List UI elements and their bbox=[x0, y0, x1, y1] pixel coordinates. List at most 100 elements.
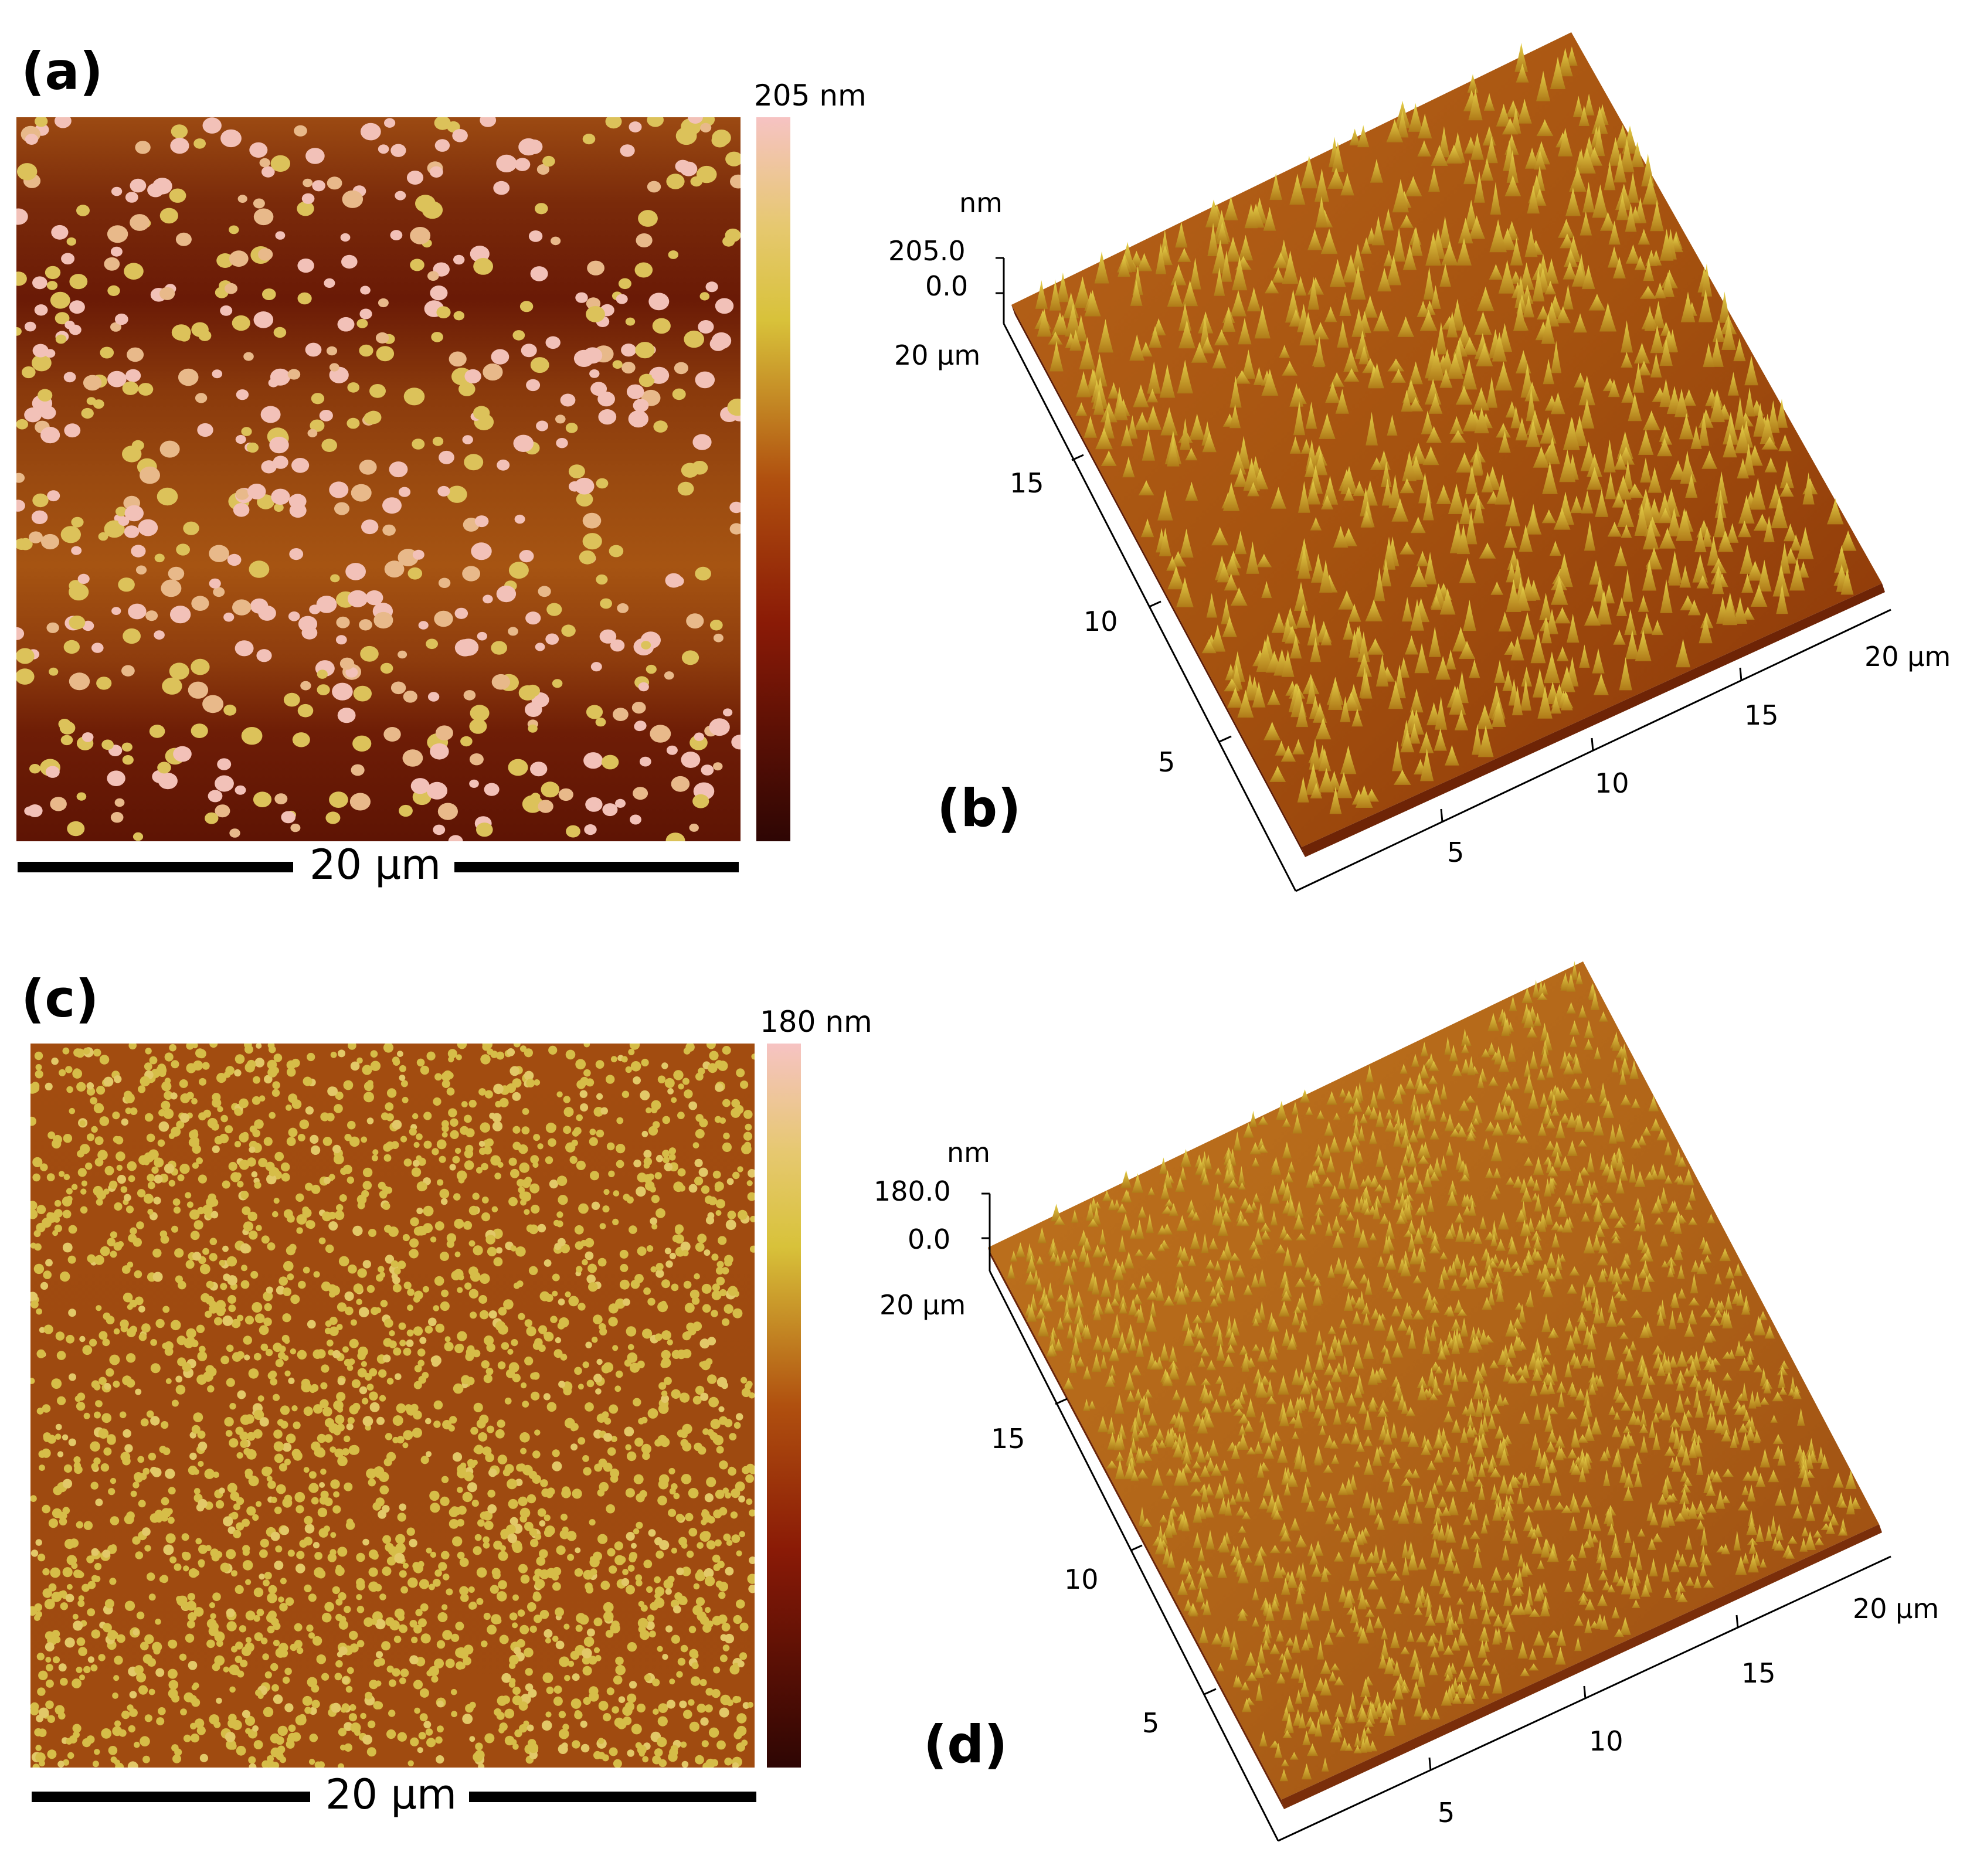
particle-a bbox=[275, 231, 286, 240]
particle-a bbox=[261, 460, 277, 474]
particle-a bbox=[111, 607, 121, 615]
particle-a bbox=[246, 442, 259, 453]
particle-a bbox=[50, 797, 67, 811]
particle-a bbox=[118, 516, 130, 526]
particle-a bbox=[695, 371, 715, 389]
particle-a bbox=[583, 752, 603, 769]
particle-a bbox=[324, 278, 335, 288]
particle-layer-c bbox=[30, 1044, 755, 1768]
particle-a bbox=[600, 598, 612, 609]
particle-a bbox=[521, 344, 537, 358]
particle-c bbox=[641, 1058, 649, 1067]
particle-a bbox=[101, 739, 114, 750]
particle-c bbox=[42, 1588, 52, 1598]
particle-a bbox=[426, 638, 438, 650]
particle-a bbox=[235, 640, 254, 657]
particle-a bbox=[432, 436, 444, 446]
particle-a bbox=[434, 139, 450, 152]
particle-a bbox=[38, 389, 53, 402]
particle-a bbox=[448, 835, 463, 841]
particle-a bbox=[664, 671, 674, 680]
particle-a bbox=[288, 611, 300, 621]
particle-a bbox=[536, 420, 549, 431]
particle-a bbox=[130, 178, 147, 193]
particle-a bbox=[508, 627, 518, 636]
particle-a bbox=[613, 708, 629, 721]
particle-a bbox=[597, 391, 615, 407]
surface-plot-d: nm 180.0 0.0 20 µm 15 10 5 5 10 15 20 µm bbox=[874, 961, 1939, 1842]
particle-a bbox=[633, 787, 648, 800]
particle-a bbox=[365, 590, 383, 606]
particle-a bbox=[430, 286, 448, 301]
particle-a bbox=[271, 488, 290, 505]
particle-a bbox=[453, 311, 465, 321]
particle-a bbox=[123, 628, 141, 644]
particle-a bbox=[514, 514, 525, 524]
particle-a bbox=[483, 594, 493, 604]
particle-a bbox=[183, 521, 199, 535]
particle-a bbox=[590, 382, 607, 396]
particle-a bbox=[634, 722, 646, 732]
particle-a bbox=[46, 622, 59, 633]
particle-a bbox=[55, 312, 70, 325]
particle-a bbox=[698, 320, 714, 334]
particle-a bbox=[311, 393, 325, 405]
particle-a bbox=[193, 138, 206, 149]
afm-height-map-c bbox=[30, 1044, 755, 1768]
particle-a bbox=[98, 532, 108, 541]
particle-c bbox=[270, 1497, 277, 1503]
particle-a bbox=[25, 134, 38, 145]
particle-a bbox=[403, 388, 425, 406]
particle-a bbox=[672, 388, 686, 400]
particle-a bbox=[635, 342, 655, 359]
particle-a bbox=[176, 543, 190, 556]
particle-a bbox=[339, 657, 355, 670]
particle-a bbox=[294, 125, 307, 137]
particle-a bbox=[60, 735, 73, 746]
particle-a bbox=[260, 406, 281, 423]
z-unit-b: nm bbox=[959, 187, 1003, 219]
particle-a bbox=[496, 154, 517, 172]
particle-a bbox=[729, 501, 741, 514]
particle-a bbox=[376, 346, 395, 362]
particle-a bbox=[107, 371, 127, 388]
particle-a bbox=[480, 117, 497, 127]
particle-a bbox=[274, 793, 288, 804]
particle-a bbox=[429, 166, 443, 178]
particle-a bbox=[100, 346, 114, 359]
particle-a bbox=[258, 605, 276, 621]
particle-a bbox=[273, 327, 287, 338]
particle-a bbox=[650, 725, 671, 743]
particle-a bbox=[579, 550, 596, 565]
particle-a bbox=[329, 791, 348, 808]
particle-a bbox=[16, 648, 35, 664]
particle-a bbox=[317, 669, 328, 679]
particle-a bbox=[586, 705, 603, 719]
particle-a bbox=[469, 779, 479, 788]
particle-a bbox=[610, 639, 625, 652]
particle-c bbox=[330, 1479, 340, 1489]
particle-a bbox=[273, 456, 288, 469]
particle-a bbox=[249, 560, 270, 578]
particle-a bbox=[525, 684, 540, 697]
particle-a bbox=[118, 577, 135, 592]
particle-a bbox=[364, 412, 379, 424]
particle-a bbox=[617, 603, 629, 613]
scale-bar-a-left bbox=[18, 862, 293, 872]
particle-a bbox=[689, 823, 699, 832]
particle-a bbox=[519, 301, 534, 312]
particle-a bbox=[651, 371, 661, 380]
particle-a bbox=[599, 629, 617, 644]
particle-a bbox=[131, 545, 146, 558]
particle-a bbox=[434, 117, 451, 130]
particle-a bbox=[345, 667, 358, 678]
particle-a bbox=[83, 375, 102, 391]
particle-a bbox=[410, 778, 430, 794]
particle-a bbox=[173, 746, 192, 762]
particle-a bbox=[171, 324, 191, 341]
particle-a bbox=[418, 621, 429, 630]
particle-a bbox=[530, 266, 548, 281]
particle-a bbox=[235, 434, 246, 444]
particle-a bbox=[519, 550, 534, 563]
particle-a bbox=[665, 832, 685, 841]
